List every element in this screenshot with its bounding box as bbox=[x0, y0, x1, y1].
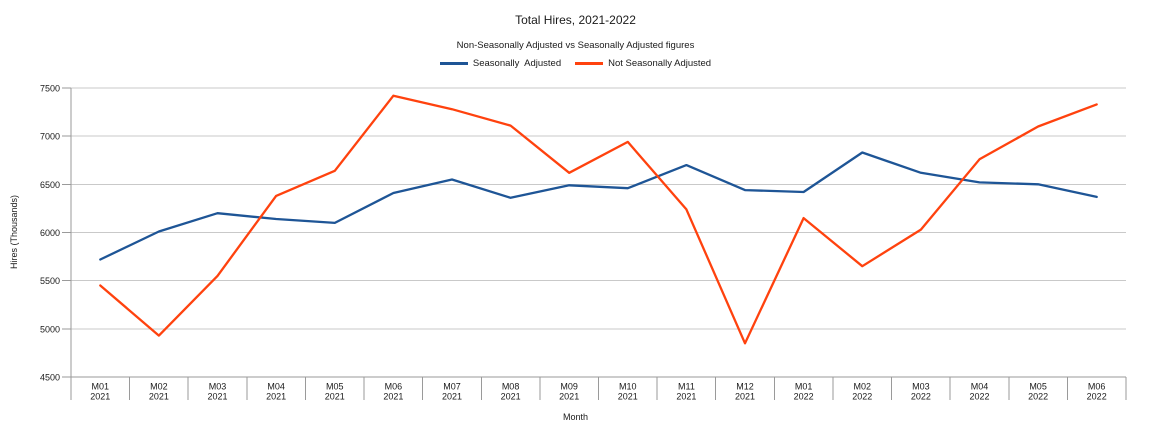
x-tick-label-month: M01 bbox=[795, 382, 813, 392]
x-tick-label-year: 2021 bbox=[735, 392, 755, 402]
x-tick-label-year: 2021 bbox=[208, 392, 228, 402]
x-tick-label-month: M07 bbox=[443, 382, 461, 392]
x-tick-label-month: M11 bbox=[678, 382, 695, 392]
chart-title: Total Hires, 2021-2022 bbox=[515, 13, 636, 27]
y-tick-label: 5500 bbox=[40, 276, 60, 286]
legend-label: Not Seasonally Adjusted bbox=[608, 58, 712, 69]
legend-label: Seasonally Adjusted bbox=[472, 58, 562, 69]
x-tick-label-month: M04 bbox=[267, 382, 285, 392]
chart-subtitle: Non-Seasonally Adjusted vs Seasonally Ad… bbox=[456, 40, 695, 51]
x-tick-label-month: M06 bbox=[385, 382, 403, 392]
x-tick-label-year: 2021 bbox=[325, 392, 345, 402]
y-tick-label: 4500 bbox=[40, 373, 60, 383]
x-tick-label-year: 2021 bbox=[266, 392, 286, 402]
legend-item-not-seasonally-adjusted: Not Seasonally Adjusted bbox=[575, 58, 711, 69]
x-tick-label-month: M03 bbox=[912, 382, 930, 392]
x-tick-label-year: 2021 bbox=[90, 392, 110, 402]
x-tick-label-year: 2021 bbox=[442, 392, 462, 402]
x-tick-label-year: 2021 bbox=[501, 392, 521, 402]
x-tick-label-year: 2022 bbox=[794, 392, 814, 402]
x-tick-label-year: 2021 bbox=[676, 392, 696, 402]
x-tick-label-year: 2022 bbox=[1028, 392, 1048, 402]
x-tick-label-year: 2022 bbox=[911, 392, 931, 402]
legend-item-seasonally-adjusted: Seasonally Adjusted bbox=[439, 58, 562, 69]
y-tick-label: 7000 bbox=[40, 132, 60, 142]
x-tick-label-year: 2021 bbox=[149, 392, 169, 402]
x-tick-label-month: M08 bbox=[502, 382, 520, 392]
x-tick-label-year: 2022 bbox=[969, 392, 989, 402]
x-tick-label-month: M02 bbox=[853, 382, 871, 392]
x-axis-title: Month bbox=[562, 412, 588, 422]
x-tick-label-month: M04 bbox=[971, 382, 989, 392]
series-line-seasonally-adjusted bbox=[99, 151, 1098, 261]
x-tick-label-year: 2021 bbox=[618, 392, 638, 402]
x-tick-label-month: M01 bbox=[92, 382, 110, 392]
series-line-not-seasonally-adjusted bbox=[99, 94, 1098, 345]
x-tick-label-year: 2022 bbox=[852, 392, 872, 402]
x-tick-label-year: 2021 bbox=[559, 392, 579, 402]
y-tick-label: 7500 bbox=[40, 84, 60, 94]
legend-line-swatch bbox=[575, 62, 604, 65]
x-tick-label-year: 2022 bbox=[1087, 392, 1107, 402]
chart-legend: Seasonally Adjusted Not Seasonally Adjust… bbox=[0, 58, 1151, 69]
y-tick-label: 6000 bbox=[40, 228, 60, 238]
x-tick-label-month: M05 bbox=[1029, 382, 1047, 392]
x-tick-label-month: M06 bbox=[1088, 382, 1106, 392]
x-tick-label-month: M10 bbox=[619, 382, 637, 392]
y-tick-label: 5000 bbox=[40, 324, 60, 334]
x-tick-label-year: 2021 bbox=[383, 392, 403, 402]
legend-line-swatch bbox=[439, 62, 468, 65]
x-tick-label-month: M12 bbox=[736, 382, 754, 392]
y-tick-label: 6500 bbox=[40, 180, 60, 190]
x-tick-label-month: M05 bbox=[326, 382, 344, 392]
x-tick-label-month: M09 bbox=[560, 382, 578, 392]
x-tick-label-month: M02 bbox=[150, 382, 168, 392]
x-tick-label-month: M03 bbox=[209, 382, 227, 392]
